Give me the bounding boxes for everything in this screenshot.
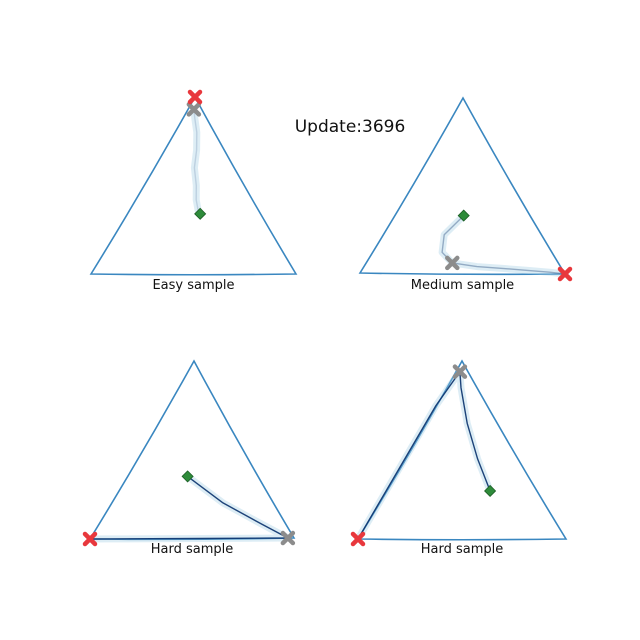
trajectory-line [193,109,199,211]
center-diamond-marker [484,484,497,498]
target-cross-marker [82,531,98,547]
simplex-triangle [358,96,567,276]
simplex-panel-2: Medium sample [358,96,573,293]
target-cross-marker [187,89,203,105]
trajectory-line [441,215,566,275]
trajectory-halo [190,105,202,214]
simplex-panel-3: Hard sample [82,359,296,557]
trajectory-halo [354,368,494,543]
simplex-panel-4: Hard sample [350,359,568,557]
simplex-triangle [89,95,298,276]
trajectory-line [357,371,491,540]
target-cross-marker [350,531,366,547]
panel-label: Hard sample [421,542,504,557]
trajectory-line [89,475,289,540]
start-cross-marker [186,102,202,117]
simplex-triangle [88,359,296,541]
center-diamond-marker [194,207,207,220]
panel-label: Medium sample [411,278,514,293]
target-cross-marker [557,266,573,282]
simplex-panel-1: Easy sample [89,89,298,293]
update-title: Update:3696 [295,117,406,137]
start-cross-marker [452,364,468,379]
start-cross-marker [445,255,460,271]
trajectory-halo [438,212,569,278]
center-diamond-marker [181,470,194,483]
simplex-triangle [356,359,568,541]
panel-label: Easy sample [152,278,234,293]
panels-group: Easy sample Medium sample Hard sample Hard … [82,89,573,557]
panel-label: Hard sample [151,542,234,557]
trajectory-halo [86,472,292,543]
start-cross-marker [280,530,296,546]
center-diamond-marker [457,209,470,222]
